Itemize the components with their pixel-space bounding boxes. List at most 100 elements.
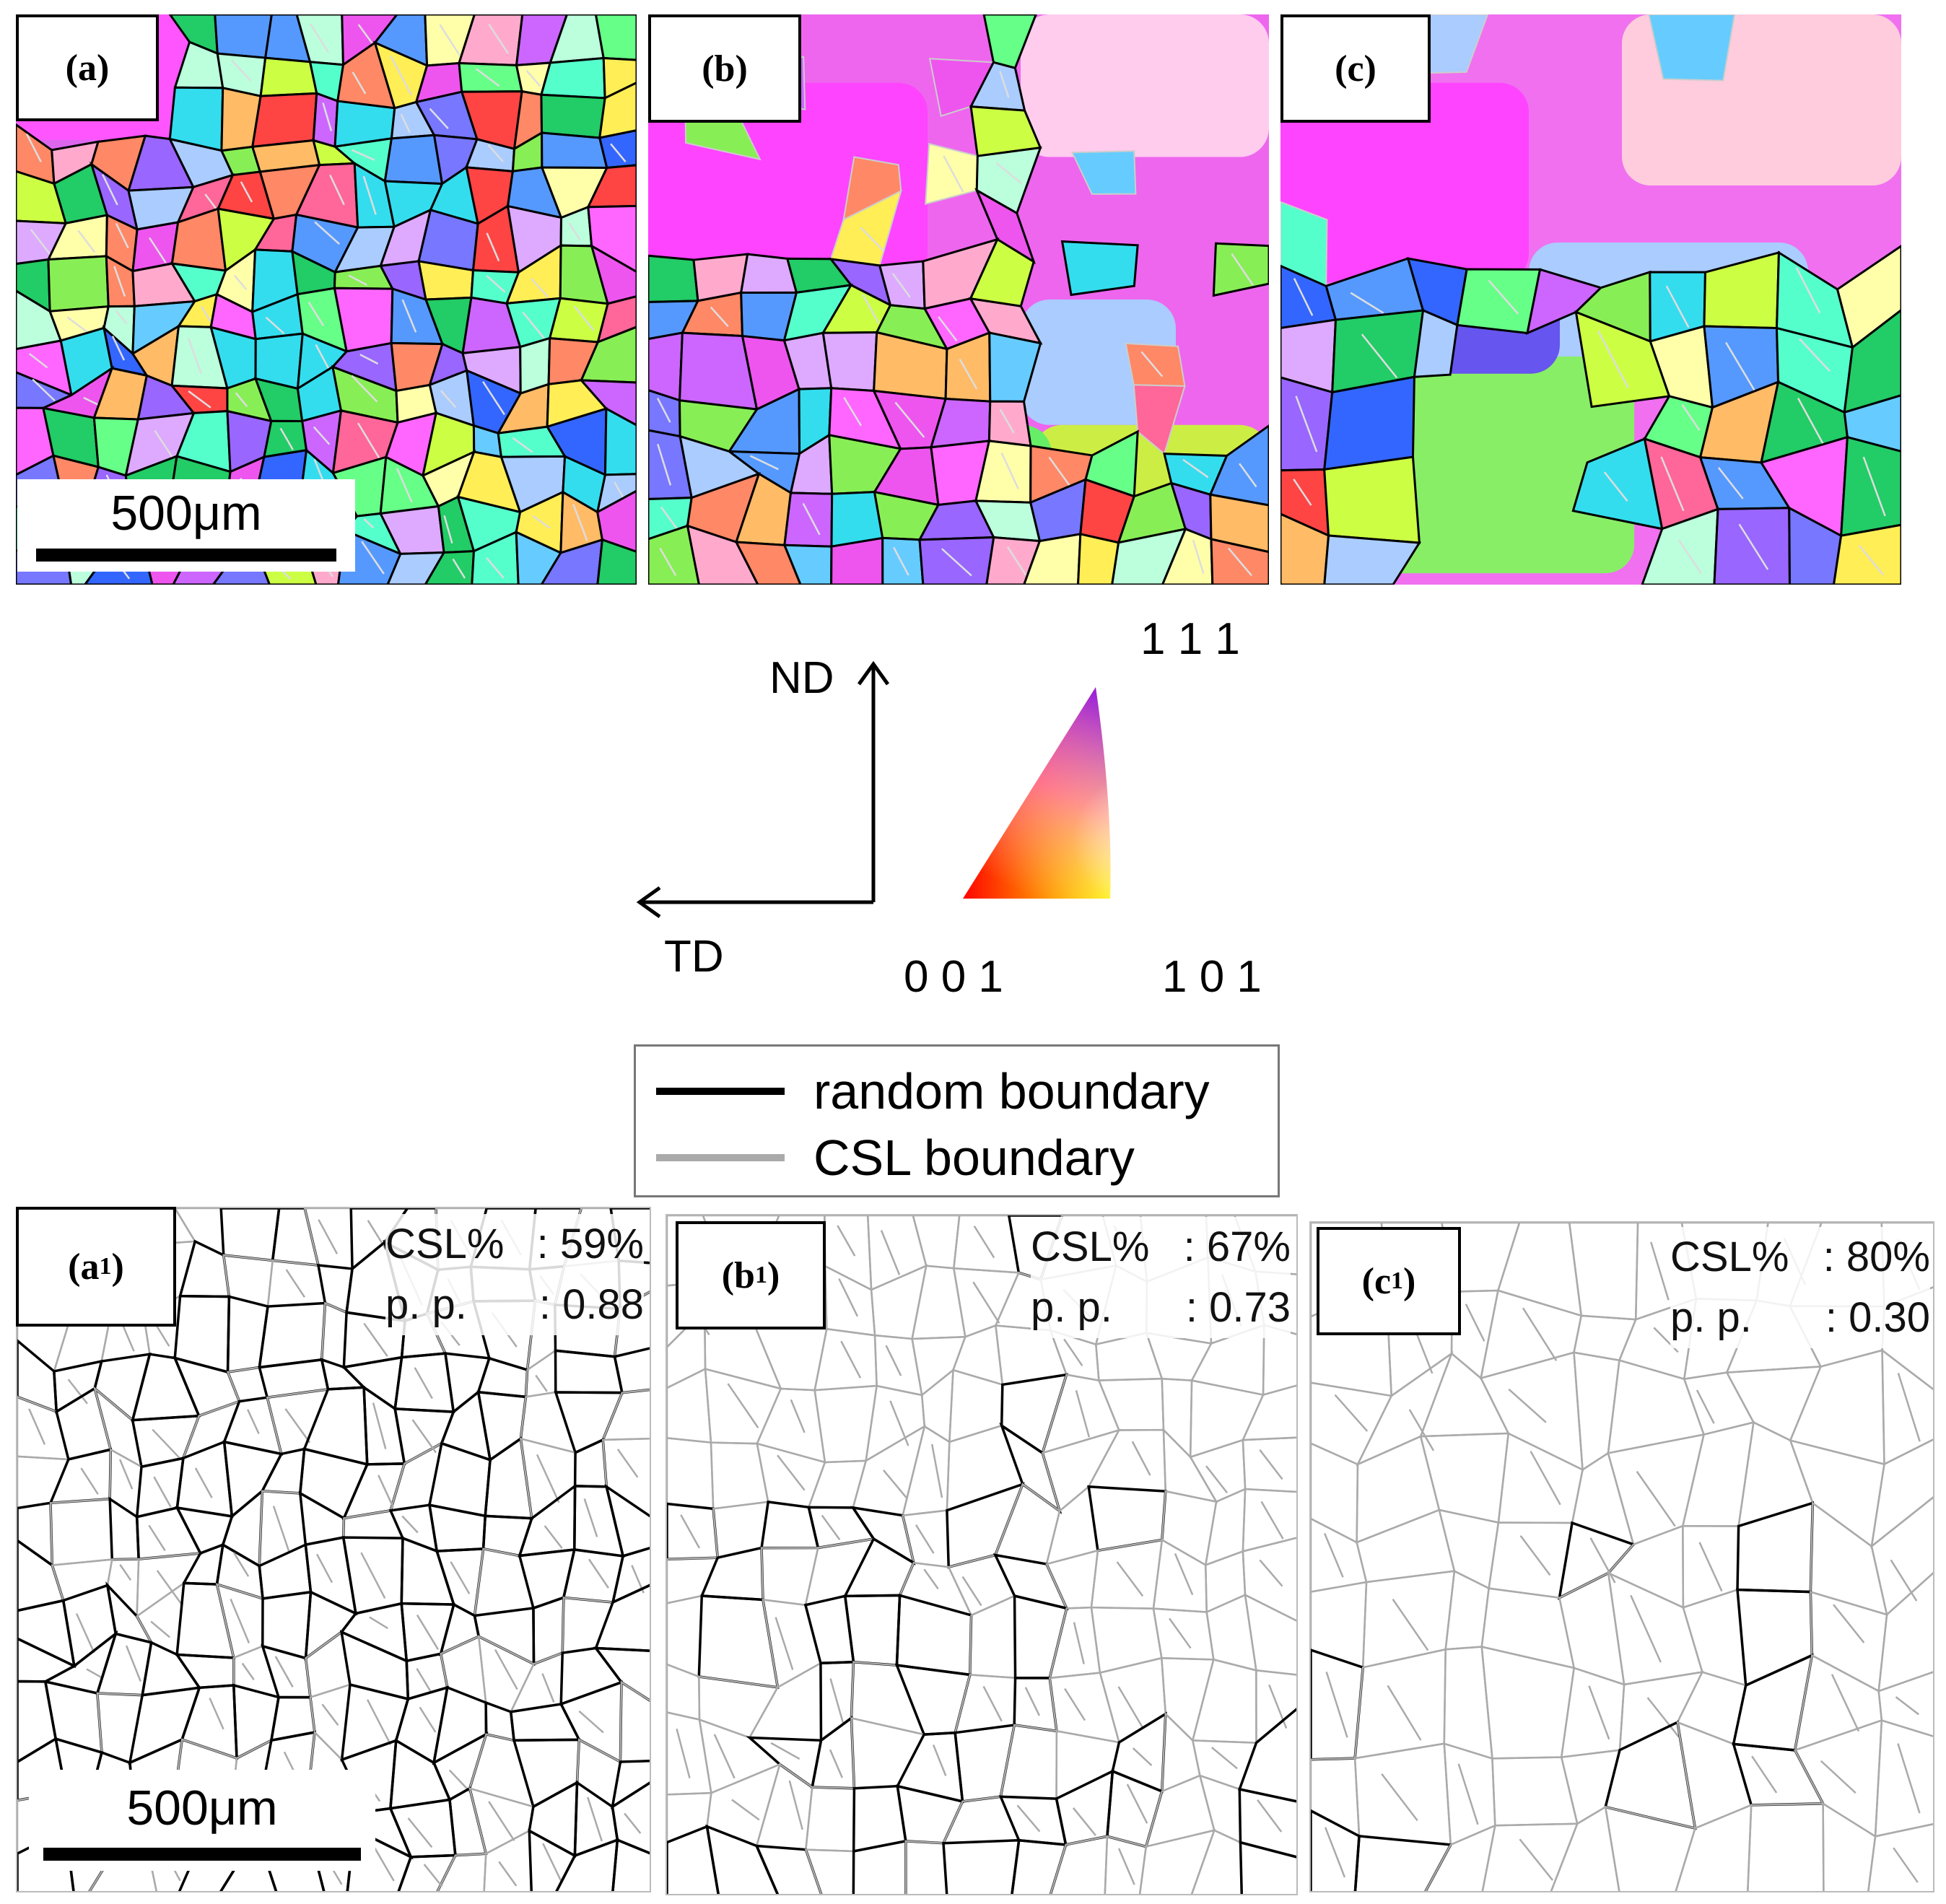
twin-boundary [247, 1409, 260, 1435]
grain-boundary [108, 1496, 140, 1561]
grain-boundary [912, 1215, 961, 1270]
grain-boundary [699, 1546, 764, 1602]
twin-boundary [113, 266, 126, 297]
grain-boundary [1877, 1671, 1933, 1737]
grain-boundary [298, 1447, 370, 1520]
grain-boundary [1867, 1823, 1933, 1891]
grain-boundary [1087, 1428, 1167, 1493]
twin-boundary [1646, 1697, 1680, 1738]
grain-texture [648, 14, 1269, 585]
grain-boundary [1881, 1348, 1933, 1466]
grain [580, 326, 637, 384]
grain-boundary [17, 1339, 58, 1414]
twin-boundary [938, 316, 958, 342]
twin-boundary [941, 548, 972, 577]
twin-boundary [443, 515, 453, 544]
grain-boundary [619, 1680, 650, 1763]
twin-boundary [1174, 1553, 1194, 1596]
twin-boundary [541, 1673, 555, 1703]
grain-boundary [1560, 1667, 1626, 1759]
twin-boundary [1073, 1622, 1085, 1664]
twin-boundary [351, 375, 378, 403]
grain-boundary [181, 1399, 241, 1460]
grain-boundary [1607, 1359, 1706, 1454]
twin-boundary [1660, 456, 1685, 512]
grain-boundary [1558, 1521, 1636, 1600]
grain [1212, 242, 1269, 297]
grain-boundary [1438, 1508, 1500, 1590]
grain [1840, 435, 1901, 538]
twin-boundary [860, 227, 885, 252]
twin-boundary [1072, 1807, 1096, 1836]
twin-boundary [235, 392, 248, 408]
twin-boundary [1392, 1598, 1429, 1651]
twin-boundary [279, 427, 294, 450]
grain [540, 93, 606, 139]
grain-boundary [1675, 1803, 1753, 1891]
grain-boundary [1874, 1719, 1933, 1838]
grain-boundary [667, 1437, 715, 1510]
grain [539, 56, 606, 100]
grain-boundary [611, 1547, 650, 1604]
grain-boundary [178, 1239, 231, 1298]
scalebar-bar [36, 549, 336, 562]
twin-boundary [821, 1514, 841, 1541]
twin-boundary [32, 378, 56, 402]
legend-item-random: random boundary [656, 1062, 1210, 1120]
legend-swatch-csl [656, 1154, 785, 1161]
twin-boundary [775, 1617, 794, 1670]
grain [1843, 308, 1901, 414]
twin-boundary [1597, 331, 1629, 388]
twin-boundary [1893, 1847, 1919, 1883]
grain-boundary [901, 1425, 951, 1517]
twin-boundary [486, 275, 506, 293]
twin-boundary [1519, 1534, 1551, 1576]
boundary-map-b1 [666, 1214, 1298, 1895]
grain-boundary [843, 1594, 902, 1667]
twin-boundary [880, 1230, 901, 1275]
grain-boundary [697, 1594, 780, 1689]
grain-boundary [807, 1459, 868, 1509]
grain-boundary [1161, 1377, 1193, 1459]
grain-boundary [870, 1264, 928, 1340]
grain-boundary [222, 1254, 274, 1308]
grain-boundary [1242, 1537, 1296, 1622]
grain-boundary [43, 1680, 103, 1755]
twin-boundary [86, 1668, 104, 1680]
twin-boundary [1751, 1755, 1778, 1794]
twin-boundary [790, 1399, 806, 1433]
twin-boundary [1228, 547, 1252, 577]
twin-boundary [583, 1498, 598, 1537]
grain [595, 473, 637, 515]
grain-boundary [473, 1607, 536, 1667]
twin-boundary [572, 504, 588, 541]
twin-boundary [486, 557, 505, 579]
twin-boundary [488, 1801, 515, 1841]
grain-boundary [1152, 1538, 1208, 1613]
twin-boundary [352, 71, 367, 95]
grain [830, 536, 884, 585]
twin-boundary [930, 1444, 943, 1498]
twin-boundary [829, 1678, 845, 1726]
grain-boundary [1050, 1835, 1109, 1894]
grain-boundary [1607, 1433, 1706, 1546]
twin-boundary [1831, 1674, 1860, 1732]
twin-boundary [1650, 1241, 1670, 1301]
twin-boundary [83, 396, 100, 406]
grain [1161, 527, 1214, 585]
grain-boundary [1311, 1809, 1361, 1891]
twin-boundary [482, 380, 505, 416]
twin-boundary [439, 24, 461, 56]
grain-boundary [1241, 1384, 1296, 1441]
grain-boundary [1732, 1742, 1825, 1807]
grain-boundary [136, 1552, 202, 1618]
twin-boundary [265, 316, 285, 335]
grain [214, 14, 273, 59]
twin-boundary [1630, 1594, 1662, 1663]
twin-boundary [1381, 1773, 1418, 1822]
grain-boundary [613, 1347, 650, 1394]
twin-boundary [67, 1379, 88, 1405]
twin-boundary [423, 1864, 443, 1887]
grain-boundary [173, 1355, 241, 1418]
twin-boundary [1350, 292, 1384, 314]
